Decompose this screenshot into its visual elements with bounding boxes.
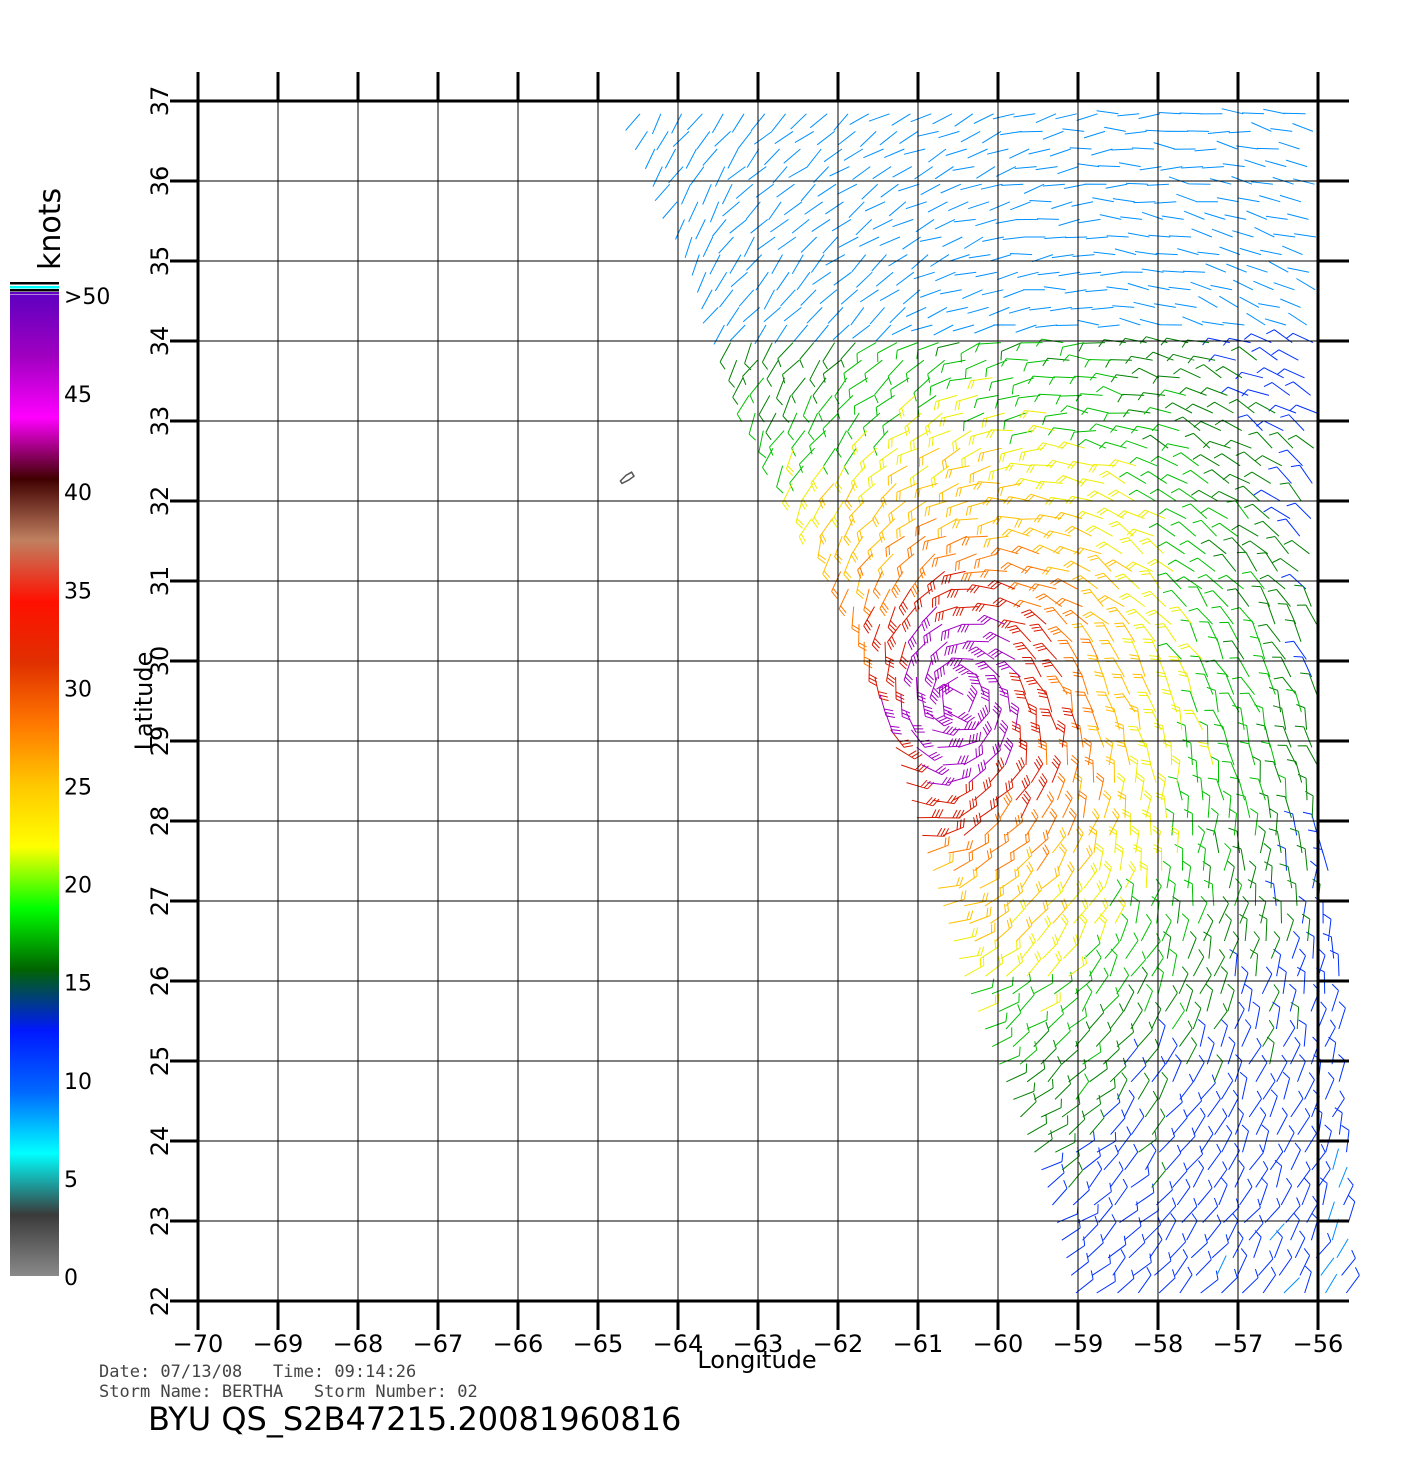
- date-time-line: Date: 07/13/08 Time: 09:14:26: [99, 1362, 416, 1382]
- y-tick-label: 29: [146, 726, 174, 757]
- x-tick-label: −61: [893, 1330, 944, 1358]
- x-tick-label: −67: [413, 1330, 464, 1358]
- y-tick-label: 27: [146, 886, 174, 917]
- colorbar-cap-2: [10, 289, 59, 292]
- colorbar-label: 25: [64, 776, 92, 801]
- wind-barb-group: [1041, 329, 1360, 1294]
- y-tick-label: 37: [146, 86, 174, 117]
- x-tick-label: −59: [1053, 1330, 1104, 1358]
- colorbar-label: 40: [64, 481, 92, 506]
- y-tick-label: 33: [146, 406, 174, 437]
- wind-barbs-swath: [625, 108, 1360, 1294]
- colorbar-label: 15: [64, 972, 92, 997]
- colorbar-label: 5: [64, 1168, 78, 1193]
- colorbar-label: 10: [64, 1070, 92, 1095]
- y-tick-label: 34: [146, 326, 174, 357]
- x-tick-label: −63: [733, 1330, 784, 1358]
- colorbar-cap-0: [10, 282, 59, 285]
- wind-barb-group: [736, 338, 1302, 1100]
- y-tick-label: 30: [146, 646, 174, 677]
- grid: [170, 72, 1349, 1330]
- y-tick-label: 35: [146, 246, 174, 277]
- y-tick-label: 25: [146, 1046, 174, 1077]
- x-tick-label: −58: [1133, 1330, 1184, 1358]
- colorbar-label: 45: [64, 383, 92, 408]
- colorbar-label: 30: [64, 677, 92, 702]
- y-tick-label: 24: [146, 1126, 174, 1157]
- y-tick-label: 28: [146, 806, 174, 837]
- x-tick-label: −60: [973, 1330, 1024, 1358]
- wind-barb-group: [879, 606, 1021, 786]
- colorbar-label: >50: [64, 285, 110, 310]
- x-tick-label: −69: [253, 1330, 304, 1358]
- x-tick-label: −66: [493, 1330, 544, 1358]
- y-tick-label: 32: [146, 486, 174, 517]
- x-tick-label: −56: [1293, 1330, 1344, 1358]
- wind-barb-group: [831, 518, 1105, 872]
- x-axis-label: Longitude: [697, 1346, 816, 1374]
- colorbar: 0 5 10 15 20 25 30 35 40 45 >50: [10, 282, 110, 1291]
- x-tick-label: −57: [1213, 1330, 1264, 1358]
- colorbar-gradient: [10, 295, 59, 1276]
- storm-info-line: Storm Name: BERTHA Storm Number: 02: [99, 1382, 478, 1402]
- y-tick-label: 22: [146, 1286, 174, 1317]
- colorbar-label: 0: [64, 1266, 78, 1291]
- island-outline: [619, 471, 635, 485]
- wind-barb-group: [782, 377, 1214, 1012]
- y-tick-label: 23: [146, 1206, 174, 1237]
- x-tick-label: −68: [333, 1330, 384, 1358]
- x-tick-label: −62: [813, 1330, 864, 1358]
- x-tick-label: −65: [573, 1330, 624, 1358]
- y-tick-label: 36: [146, 166, 174, 197]
- x-tick-label: −70: [173, 1330, 224, 1358]
- wind-barb-group: [625, 108, 1349, 1294]
- y-tick-label: 26: [146, 966, 174, 997]
- file-id: BYU QS_S2B47215.20081960816: [148, 1400, 681, 1438]
- bermuda-outline: [619, 471, 635, 485]
- x-tick-label: −64: [653, 1330, 704, 1358]
- y-tick-label: 31: [146, 566, 174, 597]
- tick-labels: −70 −69 −68 −67 −66 −65 −64 −63 −62 −61 −60 −59 −58 −…: [146, 86, 1343, 1358]
- colorbar-label: 20: [64, 874, 92, 899]
- colorbar-cap-1: [10, 286, 59, 289]
- colorbar-cap-3: [10, 292, 59, 295]
- wind-barb-group: [863, 570, 1079, 837]
- colorbar-title: knots: [33, 188, 68, 270]
- y-axis-label: Latitude: [130, 652, 158, 751]
- wind-barb-group: [817, 447, 1151, 942]
- colorbar-label: 35: [64, 579, 92, 604]
